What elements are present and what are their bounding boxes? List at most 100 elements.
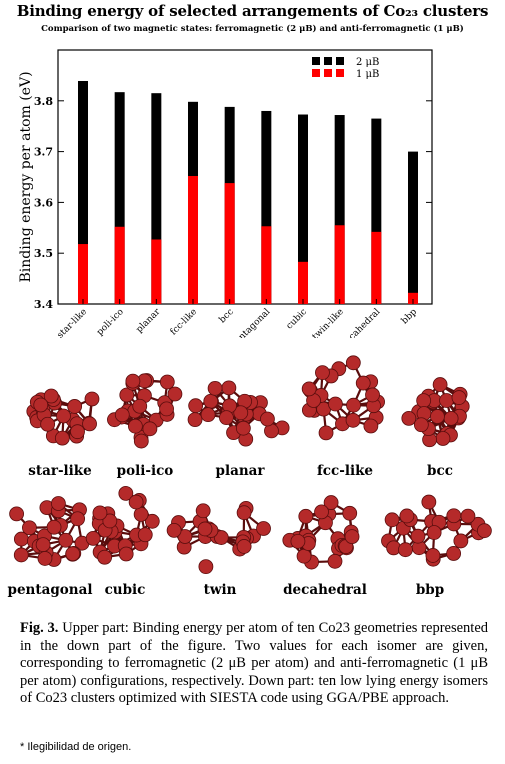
atom xyxy=(82,416,97,432)
y-axis-label: Binding energy per atom (eV) xyxy=(18,71,34,282)
atom xyxy=(195,503,211,519)
atom xyxy=(128,494,144,510)
atom xyxy=(446,546,462,561)
bar-1uB xyxy=(408,292,418,304)
atom xyxy=(118,485,134,501)
atom xyxy=(46,519,62,535)
x-tick-label: bcc xyxy=(218,307,236,325)
cluster-decahedral xyxy=(282,495,360,570)
chart-subtitle: Comparison of two magnetic states: ferro… xyxy=(41,24,464,34)
cluster-twin xyxy=(166,500,271,575)
atom xyxy=(9,506,25,522)
isomer-label: bbp xyxy=(415,582,445,598)
atom xyxy=(43,388,59,404)
x-tick-label: bbp xyxy=(400,307,419,326)
atom xyxy=(84,391,100,407)
atom xyxy=(344,529,360,544)
atom xyxy=(65,546,81,562)
atom xyxy=(426,525,442,540)
atom xyxy=(159,374,175,390)
atom xyxy=(315,365,330,381)
legend-swatch xyxy=(336,57,344,65)
atom xyxy=(144,513,160,529)
isomer-label: planar xyxy=(215,463,265,479)
caption-text: Upper part: Binding energy per atom of t… xyxy=(20,620,489,706)
atom xyxy=(435,431,451,446)
atom xyxy=(119,387,135,403)
legend: 2 μB1 μB xyxy=(312,57,379,80)
atom xyxy=(296,548,312,564)
x-tick-label: decahedral xyxy=(339,307,382,338)
atom xyxy=(198,559,214,575)
atom xyxy=(460,508,476,524)
atom xyxy=(451,390,467,405)
atom xyxy=(51,496,66,511)
atom xyxy=(439,393,454,408)
atom xyxy=(363,418,379,434)
atom xyxy=(58,532,74,548)
legend-label: 2 μB xyxy=(356,57,379,68)
figure-caption: Fig. 3. Upper part: Binding energy per a… xyxy=(20,620,488,708)
bar-1uB xyxy=(188,175,198,304)
bar-2uB xyxy=(114,92,125,304)
atom xyxy=(453,533,469,549)
atom xyxy=(219,410,234,426)
legend-swatch xyxy=(312,57,320,65)
atom xyxy=(443,410,459,426)
atom xyxy=(221,380,237,396)
plot-frame xyxy=(57,49,433,305)
atom xyxy=(446,508,462,524)
atom xyxy=(346,397,361,413)
atom xyxy=(70,424,85,440)
y-tick-label: 3.4 xyxy=(34,298,53,311)
bar-1uB xyxy=(371,231,382,304)
cluster-fcc-like xyxy=(301,355,385,441)
atom xyxy=(70,511,86,527)
atom xyxy=(399,508,415,524)
bar-2uB xyxy=(334,115,345,304)
atom xyxy=(197,521,213,537)
atom xyxy=(40,416,56,432)
atom xyxy=(33,397,49,413)
cluster-cubic xyxy=(85,485,160,565)
atom xyxy=(323,495,339,510)
isomer-label: pentagonal xyxy=(7,582,93,598)
atom xyxy=(236,505,252,521)
atom xyxy=(85,530,101,546)
atom xyxy=(142,421,158,437)
bar-1uB xyxy=(298,261,308,304)
legend-swatch xyxy=(336,69,344,77)
cluster-star-like xyxy=(26,388,100,446)
isomer-label: twin xyxy=(203,582,237,598)
atom xyxy=(37,551,53,566)
y-tick-label: 3.5 xyxy=(34,247,53,260)
atom xyxy=(200,407,216,423)
x-tick-label: fcc-like xyxy=(169,307,199,337)
chart-title: Binding energy of selected arrangements … xyxy=(16,2,489,20)
bar-1uB xyxy=(78,244,88,304)
atom xyxy=(233,405,249,421)
atom xyxy=(67,399,83,414)
atom xyxy=(236,539,252,554)
legend-label: 1 μB xyxy=(356,69,379,80)
atom xyxy=(345,355,361,371)
atom xyxy=(133,433,149,449)
x-tick-label: star-like xyxy=(56,307,90,338)
atom xyxy=(97,549,113,565)
caption-label: Fig. 3. xyxy=(20,620,59,636)
atom xyxy=(327,553,343,569)
bar-1uB xyxy=(224,183,235,304)
atom xyxy=(125,373,141,389)
atom xyxy=(342,505,358,521)
atom xyxy=(413,417,429,433)
isomer-label: fcc-like xyxy=(316,463,374,479)
atom xyxy=(207,380,223,396)
isomer-label: star-like xyxy=(28,463,92,479)
atom xyxy=(35,537,51,553)
atom xyxy=(401,410,417,426)
atom xyxy=(132,398,148,414)
bar-1uB xyxy=(114,226,125,304)
x-tick-label: twin-like xyxy=(311,307,346,338)
atom xyxy=(355,375,371,391)
bar-2uB xyxy=(298,114,308,305)
